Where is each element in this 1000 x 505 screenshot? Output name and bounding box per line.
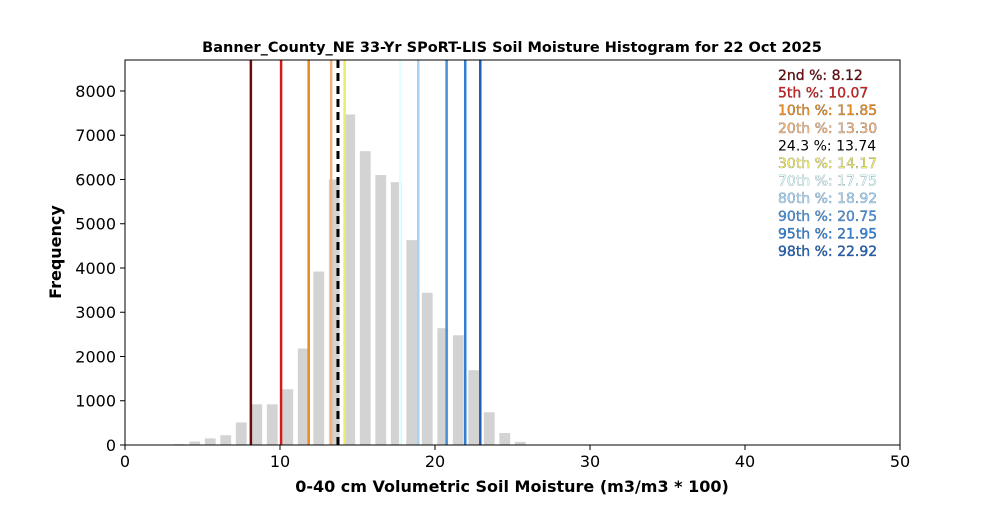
bar-8 <box>297 348 309 445</box>
legend-item-7: 80th %: 18.92 <box>778 191 877 207</box>
y-tick-label-4: 4000 <box>75 259 116 278</box>
y-tick-label-1: 1000 <box>75 392 116 411</box>
bar-16 <box>421 292 433 445</box>
x-tick-label-0: 0 <box>120 452 130 471</box>
bar-14 <box>390 182 402 445</box>
bar-20 <box>483 412 495 445</box>
bar-4 <box>235 422 247 445</box>
chart-title: Banner_County_NE 33-Yr SPoRT-LIS Soil Mo… <box>202 40 822 56</box>
bar-13 <box>375 175 387 445</box>
y-tick-label-6: 6000 <box>75 170 116 189</box>
x-tick-label-3: 30 <box>580 452 600 471</box>
y-tick-label-8: 8000 <box>75 82 116 101</box>
legend-item-1: 5th %: 10.07 <box>778 86 868 102</box>
bar-17 <box>437 328 449 445</box>
bar-7 <box>282 389 294 445</box>
plot-frame <box>124 59 901 446</box>
bar-22 <box>514 441 526 445</box>
bar-10 <box>328 179 340 445</box>
percentile-lines-group <box>249 60 482 445</box>
bar-2 <box>204 438 216 445</box>
bars-group <box>173 114 526 446</box>
bar-19 <box>468 370 480 445</box>
x-axis-ticks: 0 10 20 30 40 50 <box>120 445 910 471</box>
x-tick-label-4: 40 <box>735 452 755 471</box>
bar-5 <box>251 404 263 445</box>
legend-item-0: 2nd %: 8.12 <box>778 68 863 84</box>
legend-item-5: 30th %: 14.17 <box>778 156 877 172</box>
bar-11 <box>344 114 356 446</box>
bar-9 <box>313 271 325 445</box>
x-tick-label-1: 10 <box>270 452 290 471</box>
legend-item-4: 24.3 %: 13.74 <box>778 138 876 154</box>
x-axis-label: 0-40 cm Volumetric Soil Moisture (m3/m3 … <box>295 477 729 496</box>
x-tick-label-5: 50 <box>890 452 910 471</box>
y-axis-label: Frequency <box>46 205 65 299</box>
y-tick-label-2: 2000 <box>75 347 116 366</box>
bar-18 <box>452 335 464 445</box>
legend-item-6: 70th %: 17.75 <box>778 174 877 190</box>
y-tick-label-0: 0 <box>106 436 116 455</box>
legend-item-9: 95th %: 21.95 <box>778 226 877 242</box>
y-axis-ticks: 0 1000 2000 3000 4000 5000 6000 7000 8000 <box>75 82 125 455</box>
y-tick-label-7: 7000 <box>75 126 116 145</box>
legend-item-8: 90th %: 20.75 <box>778 209 877 225</box>
bar-1 <box>189 441 201 445</box>
bar-15 <box>406 240 418 445</box>
y-tick-label-3: 3000 <box>75 303 116 322</box>
bar-12 <box>359 151 371 445</box>
y-tick-label-5: 5000 <box>75 215 116 234</box>
bar-3 <box>220 435 232 445</box>
legend-item-3: 20th %: 13.30 <box>778 121 877 137</box>
legend-item-2: 10th %: 11.85 <box>778 103 877 119</box>
bar-6 <box>266 404 278 445</box>
x-tick-label-2: 20 <box>425 452 445 471</box>
legend-item-10: 98th %: 22.92 <box>778 244 877 260</box>
bar-21 <box>499 433 511 445</box>
